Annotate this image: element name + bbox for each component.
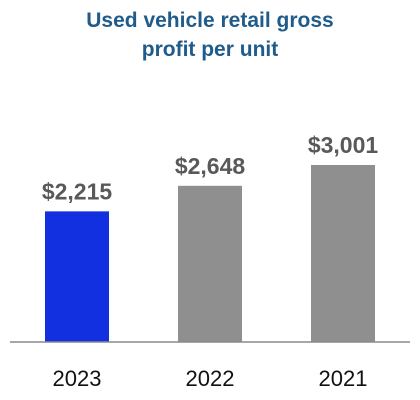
category-label-2023: 2023 [53, 366, 102, 391]
category-label-2022: 2022 [186, 366, 235, 391]
chart-title-line-1: Used vehicle retail gross [86, 9, 334, 32]
bar-2021 [311, 165, 375, 342]
bar-2022 [178, 185, 242, 342]
data-label-2021: $3,001 [308, 132, 379, 158]
data-label-2022: $2,648 [175, 153, 246, 179]
category-label-2021: 2021 [319, 366, 368, 391]
chart-title: Used vehicle retail gross profit per uni… [0, 6, 420, 64]
data-label-2023: $2,215 [42, 178, 113, 204]
chart-title-line-2: profit per unit [141, 38, 279, 61]
bar-2023 [45, 211, 109, 342]
